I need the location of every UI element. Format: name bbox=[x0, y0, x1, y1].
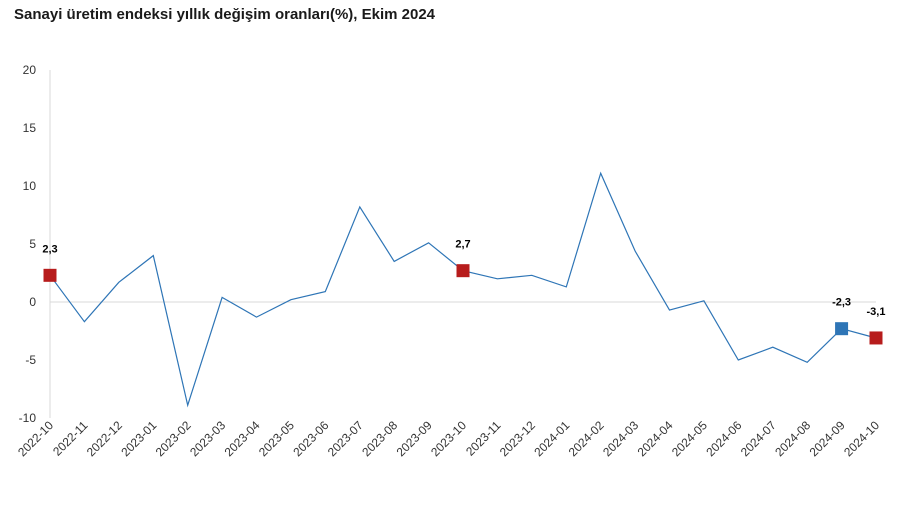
x-tick-label: 2022-12 bbox=[84, 418, 125, 459]
data-label: 2,3 bbox=[42, 243, 57, 255]
x-tick-label: 2023-04 bbox=[222, 418, 263, 459]
y-tick-label: 0 bbox=[29, 295, 36, 309]
data-label: -2,3 bbox=[832, 297, 851, 309]
x-tick-label: 2024-09 bbox=[807, 418, 848, 459]
x-tick-label: 2023-01 bbox=[118, 418, 159, 459]
chart-title: Sanayi üretim endeksi yıllık değişim ora… bbox=[14, 6, 436, 23]
x-tick-label: 2024-02 bbox=[566, 418, 607, 459]
x-tick-label: 2024-04 bbox=[635, 418, 676, 459]
highlight-marker bbox=[43, 268, 57, 282]
y-axis-ticks: 20 15 10 5 0 -5 -10 bbox=[19, 63, 37, 425]
x-tick-label: 2024-01 bbox=[531, 418, 572, 459]
x-tick-label: 2023-05 bbox=[256, 418, 297, 459]
x-tick-label: 2022-11 bbox=[50, 418, 91, 459]
x-tick-label: 2024-05 bbox=[669, 418, 710, 459]
y-tick-label: -10 bbox=[19, 411, 37, 425]
data-labels: 2,3 2,7 -2,3 -3,1 bbox=[42, 239, 885, 318]
x-tick-label: 2023-06 bbox=[290, 418, 331, 459]
series-group bbox=[49, 171, 877, 408]
x-tick-label: 2023-03 bbox=[187, 418, 228, 459]
x-tick-label: 2023-09 bbox=[394, 418, 435, 459]
y-tick-label: 10 bbox=[23, 179, 37, 193]
series-line bbox=[49, 171, 877, 408]
highlight-marker bbox=[456, 264, 470, 278]
x-tick-label: 2023-02 bbox=[153, 418, 194, 459]
x-tick-label: 2024-07 bbox=[738, 418, 779, 459]
x-tick-label: 2023-10 bbox=[428, 418, 469, 459]
highlight-marker bbox=[869, 331, 883, 345]
x-tick-label: 2023-07 bbox=[325, 418, 366, 459]
x-tick-label: 2023-12 bbox=[497, 418, 538, 459]
y-tick-label: -5 bbox=[25, 353, 36, 367]
x-tick-label: 2023-11 bbox=[463, 418, 504, 459]
x-tick-label: 2024-06 bbox=[703, 418, 744, 459]
data-label: 2,7 bbox=[455, 239, 470, 251]
y-tick-label: 5 bbox=[29, 237, 36, 251]
x-tick-label: 2023-08 bbox=[359, 418, 400, 459]
y-tick-label: 20 bbox=[23, 63, 37, 77]
data-label: -3,1 bbox=[867, 306, 886, 318]
highlight-marker bbox=[835, 322, 849, 336]
y-tick-label: 15 bbox=[23, 121, 37, 135]
x-tick-label: 2024-08 bbox=[772, 418, 813, 459]
x-tick-label: 2024-03 bbox=[600, 418, 641, 459]
x-axis-ticks: 2022-102022-112022-122023-012023-022023-… bbox=[15, 418, 882, 459]
highlight-markers bbox=[43, 264, 883, 345]
x-tick-label: 2024-10 bbox=[841, 418, 882, 459]
